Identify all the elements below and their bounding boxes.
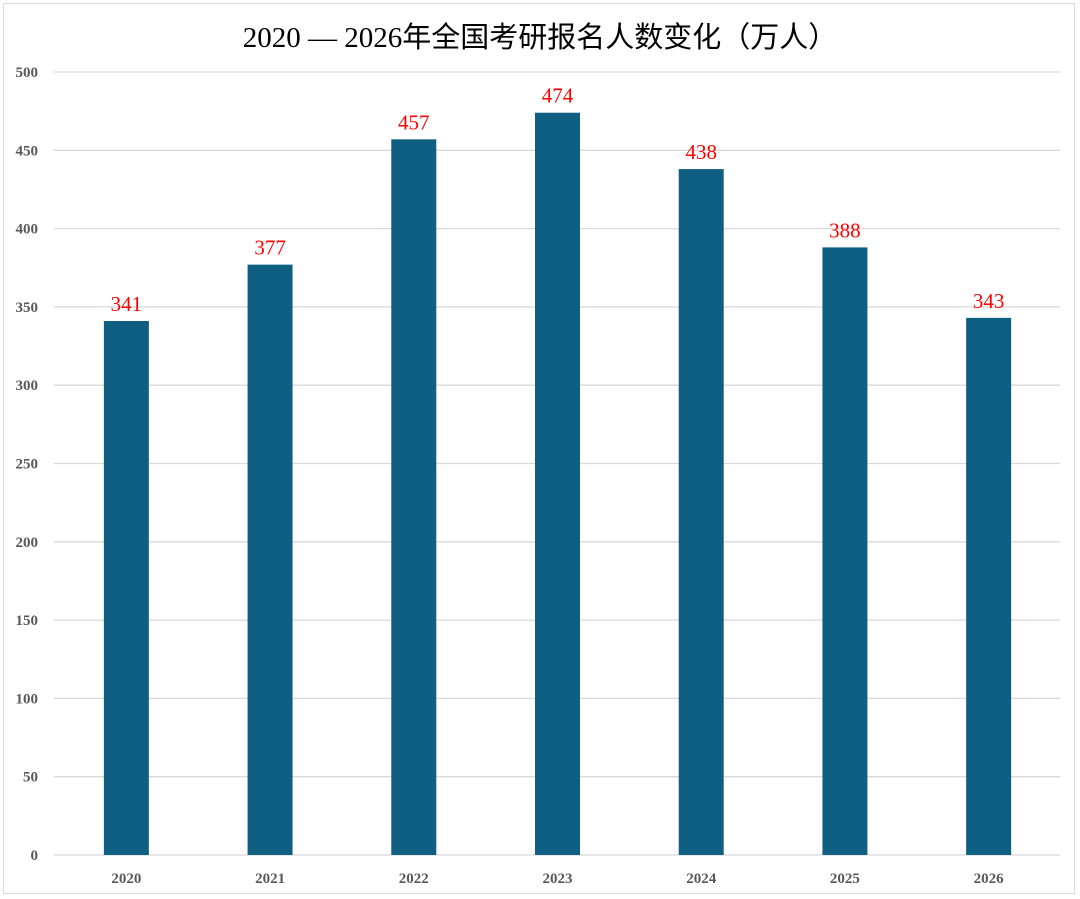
y-tick-label: 200 [16, 535, 39, 551]
y-tick-label: 150 [16, 613, 39, 629]
y-tick-label: 100 [16, 691, 39, 707]
x-tick-label: 2026 [974, 871, 1005, 887]
data-label: 474 [542, 84, 574, 108]
y-tick-label: 0 [31, 848, 39, 864]
y-tick-label: 300 [16, 378, 39, 394]
bar-2025 [822, 247, 868, 856]
bar-2024 [678, 169, 724, 856]
data-label: 343 [973, 289, 1005, 313]
data-label: 377 [254, 236, 286, 260]
x-tick-label: 2022 [399, 871, 429, 887]
y-tick-label: 50 [23, 770, 38, 786]
bar-2021 [247, 264, 293, 855]
y-tick-label: 350 [16, 300, 39, 316]
data-label: 457 [398, 110, 430, 134]
x-tick-label: 2025 [830, 871, 860, 887]
bar-2020 [103, 320, 149, 855]
data-label: 341 [111, 292, 143, 316]
y-tick-label: 450 [16, 143, 39, 159]
x-tick-label: 2020 [111, 871, 141, 887]
data-label: 388 [829, 218, 861, 242]
y-tick-label: 250 [16, 457, 39, 473]
x-tick-label: 2024 [686, 871, 717, 887]
chart-frame [3, 3, 1075, 894]
bar-2023 [535, 112, 580, 855]
data-label: 438 [685, 140, 717, 164]
x-tick-label: 2023 [543, 871, 573, 887]
x-tick-label: 2021 [255, 871, 285, 887]
y-tick-label: 400 [16, 222, 39, 238]
bar-2022 [391, 139, 437, 855]
y-tick-label: 500 [16, 65, 39, 81]
chart-title: 2020 — 2026年全国考研报名人数变化（万人） [242, 22, 838, 54]
bar-2026 [966, 317, 1012, 855]
